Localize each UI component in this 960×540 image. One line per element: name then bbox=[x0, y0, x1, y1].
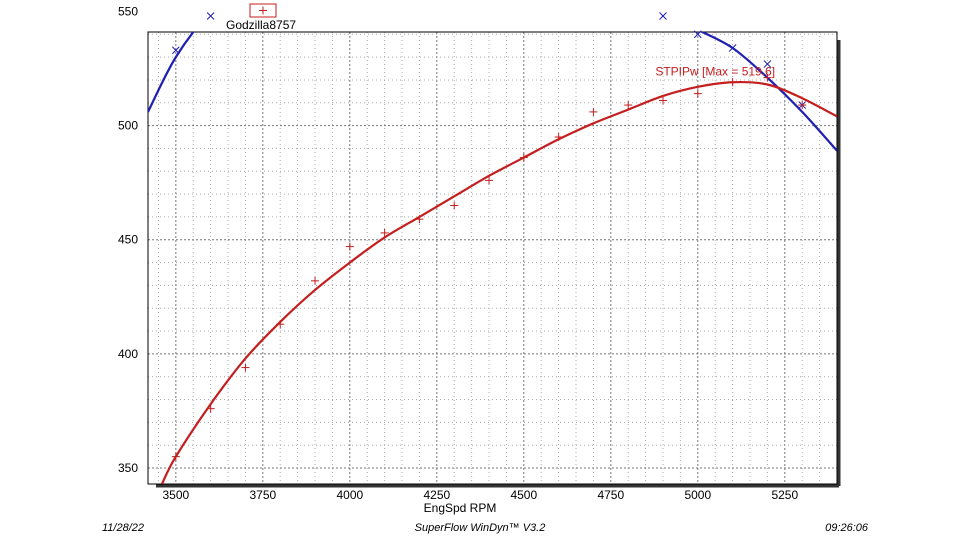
x-tick-label: 4750 bbox=[597, 488, 624, 502]
data-point bbox=[311, 276, 320, 285]
footer-time: 09:26:06 bbox=[825, 522, 868, 534]
series-layer bbox=[148, 12, 837, 484]
x-tick-label: 5000 bbox=[684, 488, 711, 502]
x-tick-label: 3750 bbox=[249, 488, 276, 502]
x-tick-label: 4250 bbox=[423, 488, 450, 502]
series-line bbox=[148, 32, 837, 152]
data-point bbox=[519, 153, 528, 162]
data-point bbox=[450, 201, 459, 210]
legend: Godzilla8757 bbox=[226, 3, 296, 32]
data-point bbox=[171, 46, 180, 55]
data-point bbox=[380, 228, 389, 237]
x-tick-label: 4000 bbox=[336, 488, 363, 502]
data-point bbox=[415, 215, 424, 224]
x-tick-label: 3500 bbox=[162, 488, 189, 502]
series-label: STPIPw [Max = 519.6] bbox=[655, 64, 775, 78]
data-point bbox=[763, 73, 772, 82]
data-point bbox=[241, 363, 250, 372]
data-point bbox=[554, 133, 563, 142]
data-point bbox=[345, 242, 354, 251]
data-point bbox=[728, 44, 737, 52]
data-point bbox=[659, 12, 667, 20]
data-point bbox=[206, 12, 215, 20]
y-tick-label: 400 bbox=[118, 347, 138, 361]
footer-date: 11/28/22 bbox=[102, 522, 145, 534]
plot-area-border bbox=[147, 31, 838, 485]
chart-grid bbox=[148, 32, 837, 484]
data-point bbox=[276, 320, 285, 329]
series-2 bbox=[160, 73, 837, 484]
data-point bbox=[171, 452, 180, 461]
y-tick-label: 350 bbox=[118, 461, 138, 475]
data-point bbox=[728, 78, 737, 87]
data-point bbox=[206, 404, 215, 413]
data-point bbox=[798, 101, 807, 110]
x-tick-label: 4500 bbox=[510, 488, 537, 502]
y-tick-label: 450 bbox=[118, 233, 138, 247]
data-point bbox=[693, 89, 702, 98]
data-point bbox=[693, 30, 702, 39]
x-axis-title: EngSpd RPM bbox=[424, 501, 497, 515]
axis-ticks: 3500 3750 4000 4250 4500 4750 5000 5250 350 400 45… bbox=[118, 4, 799, 502]
data-point bbox=[485, 176, 494, 185]
data-point bbox=[589, 107, 598, 116]
series-labels: STPITr [Max = 586.9]STPIPw [Max = 519.6] bbox=[655, 64, 775, 78]
data-point bbox=[659, 96, 668, 105]
y-tick-label: 550 bbox=[118, 4, 138, 18]
series-1 bbox=[148, 12, 837, 152]
legend-label: Godzilla8757 bbox=[226, 18, 296, 32]
data-point bbox=[763, 60, 772, 68]
footer-app-name: SuperFlow WinDyn™ V3.2 bbox=[414, 522, 546, 534]
x-tick-label: 5250 bbox=[771, 488, 798, 502]
y-tick-label: 500 bbox=[118, 119, 138, 133]
series-line bbox=[160, 80, 837, 484]
data-point bbox=[624, 101, 633, 110]
